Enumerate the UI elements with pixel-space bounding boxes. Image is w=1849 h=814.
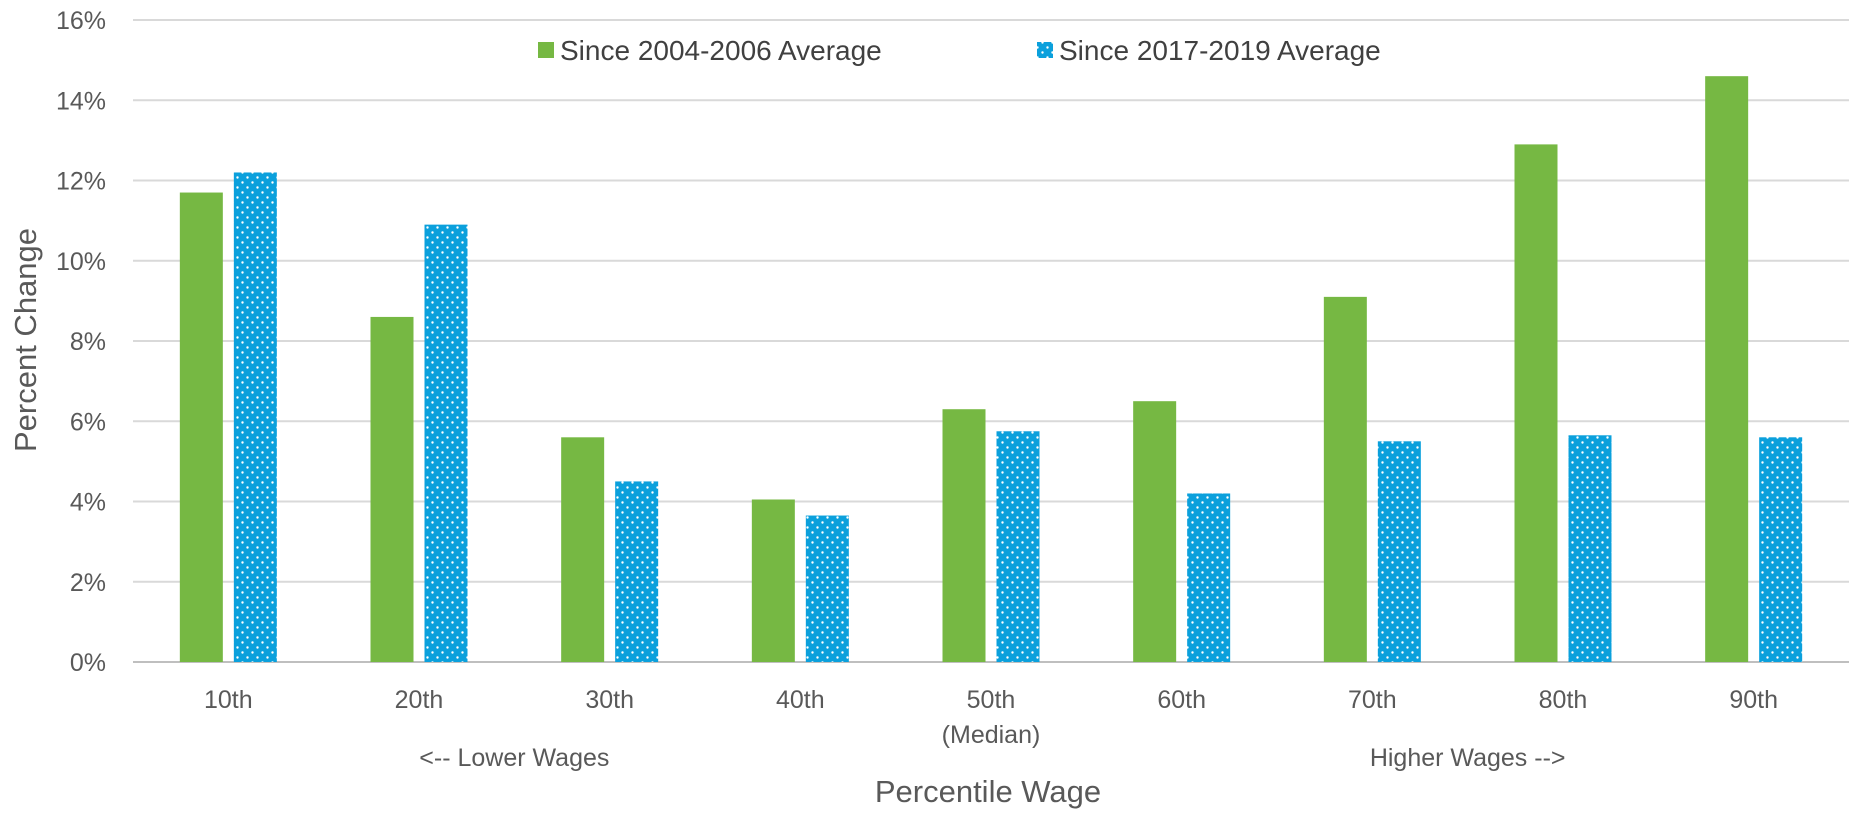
x-tick-label-30th: 30th xyxy=(585,686,634,714)
legend-swatch-since-2017-2019 xyxy=(1037,42,1053,58)
axis-annotations: <-- Lower Wages Higher Wages --> xyxy=(419,744,1565,772)
bar-since-2017-2019-average-30th xyxy=(615,481,659,662)
bar-since-2004-2006-average-90th xyxy=(1705,76,1749,663)
bar-since-2017-2019-average-20th xyxy=(424,224,468,662)
y-tick-label-16: 16% xyxy=(56,7,106,35)
x-tick-label-80th: 80th xyxy=(1539,686,1588,714)
y-tick-label-6: 6% xyxy=(70,408,106,436)
bar-since-2004-2006-average-70th xyxy=(1323,296,1367,662)
y-tick-label-14: 14% xyxy=(56,87,106,115)
axis-annotation-1: Higher Wages --> xyxy=(1370,744,1566,772)
y-tick-label-2: 2% xyxy=(70,569,106,597)
gridlines xyxy=(133,19,1849,663)
y-axis-ticks: 0% 2% 4% 6% 8% 10% 12% 14% 16% xyxy=(56,7,106,677)
bar-since-2017-2019-average-90th xyxy=(1759,437,1803,662)
axis-annotation-0: <-- Lower Wages xyxy=(419,744,609,772)
x-tick-label-50th: 50th xyxy=(967,686,1016,714)
bar-since-2017-2019-average-70th xyxy=(1377,441,1421,662)
x-axis-ticks: 10th 20th 30th 40th 50th (Median) 60th 70th 80th… xyxy=(204,686,1778,749)
x-tick-label-40th: 40th xyxy=(776,686,825,714)
bar-since-2004-2006-average-20th xyxy=(370,316,414,662)
y-tick-label-0: 0% xyxy=(70,649,106,677)
legend-label-since-2004-2006: Since 2004-2006 Average xyxy=(560,35,882,66)
bar-since-2004-2006-average-40th xyxy=(751,499,795,662)
x-tick-label-20th: 20th xyxy=(395,686,444,714)
y-tick-label-10: 10% xyxy=(56,248,106,276)
x-tick-label-70th: 70th xyxy=(1348,686,1397,714)
bars xyxy=(179,76,1803,663)
y-axis-title: Percent Change xyxy=(8,228,43,452)
x-tick-label-60th: 60th xyxy=(1157,686,1206,714)
bar-since-2004-2006-average-10th xyxy=(179,192,223,662)
x-tick-label-90th: 90th xyxy=(1729,686,1778,714)
y-tick-label-12: 12% xyxy=(56,168,106,196)
bar-since-2004-2006-average-30th xyxy=(561,437,605,662)
bar-since-2004-2006-average-60th xyxy=(1133,401,1177,662)
legend: Since 2004-2006 Average Since 2017-2019 … xyxy=(538,35,1381,66)
legend-swatch-since-2004-2006 xyxy=(538,42,554,58)
bar-since-2017-2019-average-80th xyxy=(1568,435,1612,662)
bar-since-2004-2006-average-50th xyxy=(942,409,986,662)
x-tick-sublabel-50th: (Median) xyxy=(942,721,1041,749)
y-tick-label-4: 4% xyxy=(70,489,106,517)
y-tick-label-8: 8% xyxy=(70,328,106,356)
bar-since-2017-2019-average-40th xyxy=(805,515,849,662)
bar-since-2017-2019-average-10th xyxy=(233,172,277,662)
bar-since-2017-2019-average-60th xyxy=(1187,493,1231,662)
legend-label-since-2017-2019: Since 2017-2019 Average xyxy=(1059,35,1381,66)
bar-since-2004-2006-average-80th xyxy=(1514,144,1558,662)
bar-since-2017-2019-average-50th xyxy=(996,431,1040,662)
x-tick-label-10th: 10th xyxy=(204,686,253,714)
x-axis-title: Percentile Wage xyxy=(875,774,1101,809)
